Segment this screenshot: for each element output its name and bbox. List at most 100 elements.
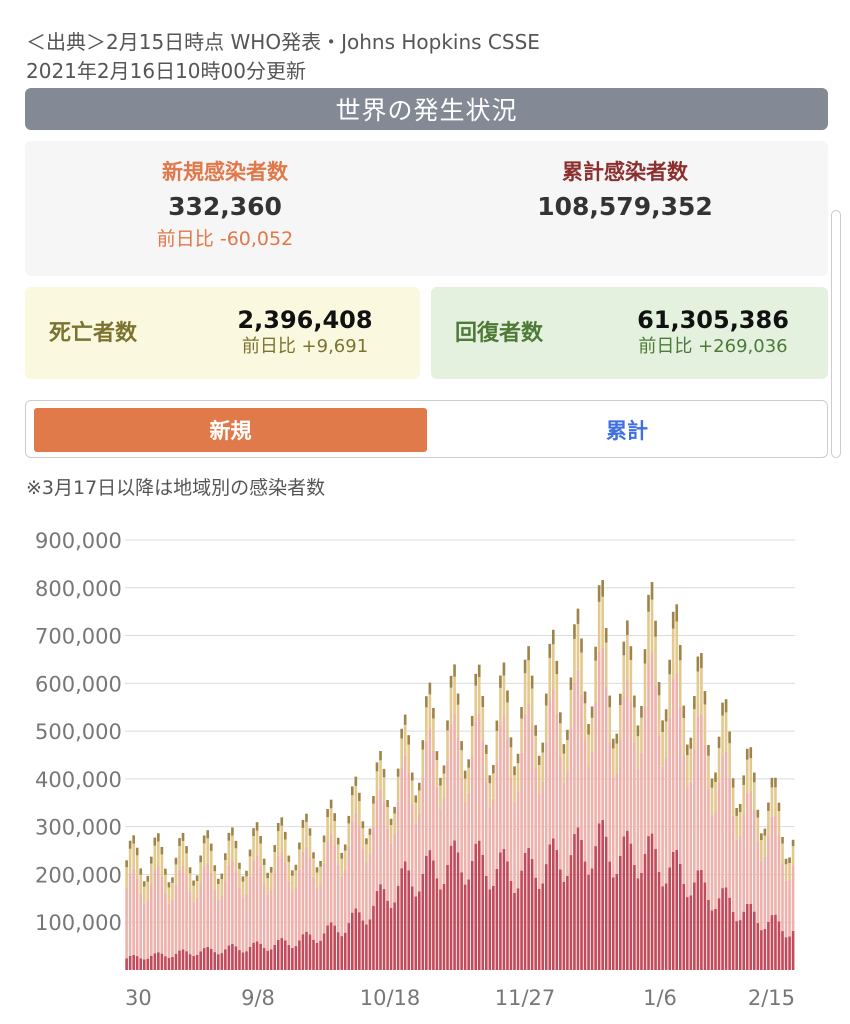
y-tick-label: 900,000: [35, 529, 122, 553]
scrollbar[interactable]: [831, 210, 841, 458]
bar-segment: [760, 833, 763, 841]
bar-segment: [534, 725, 537, 736]
bar-segment: [358, 912, 361, 970]
bar-segment: [544, 741, 548, 865]
bar-segment: [340, 858, 344, 877]
bar-segment: [428, 729, 432, 851]
tab-new[interactable]: 新規: [34, 408, 427, 452]
bar-segment: [157, 841, 160, 867]
bar-segment: [195, 897, 199, 955]
bar-segment: [654, 636, 657, 685]
bar-segment: [460, 741, 463, 751]
bar-segment: [551, 838, 555, 970]
bar-segment: [287, 855, 291, 862]
bar-segment: [238, 950, 241, 970]
bar-segment: [213, 871, 217, 890]
bar-segment: [580, 839, 583, 970]
bar-segment: [777, 811, 781, 836]
bar-segment: [745, 792, 749, 904]
bar-segment: [654, 849, 657, 970]
bar-segment: [576, 608, 580, 624]
bar-segment: [216, 899, 220, 955]
bar-segment: [576, 827, 580, 970]
bar-segment: [220, 879, 224, 896]
bar-segment: [495, 762, 499, 870]
bar-segment: [633, 865, 636, 970]
bar-segment: [291, 892, 294, 948]
bar-segment: [432, 750, 435, 861]
bar-segment: [520, 718, 523, 753]
bar-segment: [393, 902, 396, 970]
bar-segment: [559, 712, 562, 724]
bar-segment: [492, 773, 495, 799]
bar-segment: [499, 675, 502, 688]
bar-segment: [608, 861, 612, 970]
bar-segment: [220, 895, 224, 954]
bar-segment: [615, 873, 619, 970]
bar-segment: [160, 953, 164, 970]
bar-segment: [604, 627, 608, 643]
new-cases-diff: 前日比 -60,052: [156, 228, 294, 250]
bar-segment: [238, 862, 241, 869]
bar-segment: [502, 662, 506, 676]
chart-note: ※3月17日以降は地域別の感染者数: [26, 477, 326, 499]
bar-segment: [502, 675, 506, 715]
bar-segment: [562, 782, 566, 882]
updated-timestamp: 2021年2月16日10時00分更新: [26, 59, 306, 83]
bar-segment: [548, 700, 552, 845]
recovered-label: 回復者数: [455, 321, 544, 346]
bar-segment: [749, 758, 753, 792]
bar-segment: [160, 846, 164, 855]
bar-segment: [139, 874, 143, 894]
bar-segment: [192, 955, 195, 970]
bar-segment: [410, 780, 414, 805]
bar-segment: [199, 882, 202, 952]
bar-segment: [329, 922, 333, 970]
bar-segment: [368, 828, 372, 835]
bar-segment: [633, 742, 636, 866]
bar-segment: [573, 638, 576, 683]
bar-segment: [234, 840, 238, 849]
bar-segment: [717, 781, 721, 899]
bar-segment: [209, 850, 213, 873]
bar-segment: [484, 753, 488, 782]
bar-segment: [611, 777, 615, 878]
bar-segment: [266, 894, 269, 951]
y-tick-label: 600,000: [35, 672, 122, 696]
bar-segment: [618, 739, 622, 856]
bar-segment: [717, 898, 721, 970]
bar-segment: [590, 751, 594, 869]
bar-segment: [615, 772, 619, 874]
bar-segment: [414, 896, 418, 970]
bar-segment: [492, 764, 495, 774]
recovered-diff: 前日比 +269,036: [638, 336, 788, 357]
bar-segment: [417, 891, 421, 970]
bar-segment: [291, 870, 294, 876]
y-tick-label: 200,000: [35, 863, 122, 887]
bar-segment: [580, 638, 583, 653]
bar-segment: [594, 702, 597, 847]
bar-segment: [640, 717, 643, 753]
bar-segment: [728, 778, 731, 898]
bar-segment: [347, 845, 351, 923]
bar-segment: [516, 753, 520, 764]
bar-segment: [389, 843, 393, 908]
bar-segment: [664, 721, 668, 759]
bar-segment: [400, 767, 403, 869]
bar-segment: [432, 860, 435, 970]
bar-segment: [266, 878, 269, 895]
bar-segment: [206, 862, 210, 947]
bar-segment: [534, 735, 537, 768]
bar-segment: [636, 725, 640, 737]
bar-segment: [470, 756, 474, 861]
bar-segment: [160, 876, 164, 954]
bar-segment: [171, 899, 174, 957]
bar-segment: [534, 877, 537, 970]
bar-segment: [703, 882, 707, 970]
bar-segment: [340, 876, 344, 937]
bar-segment: [767, 835, 770, 922]
bar-segment: [453, 676, 456, 714]
tab-total[interactable]: 累計: [606, 419, 648, 443]
bar-segment: [770, 777, 774, 788]
bar-segment: [273, 852, 277, 873]
